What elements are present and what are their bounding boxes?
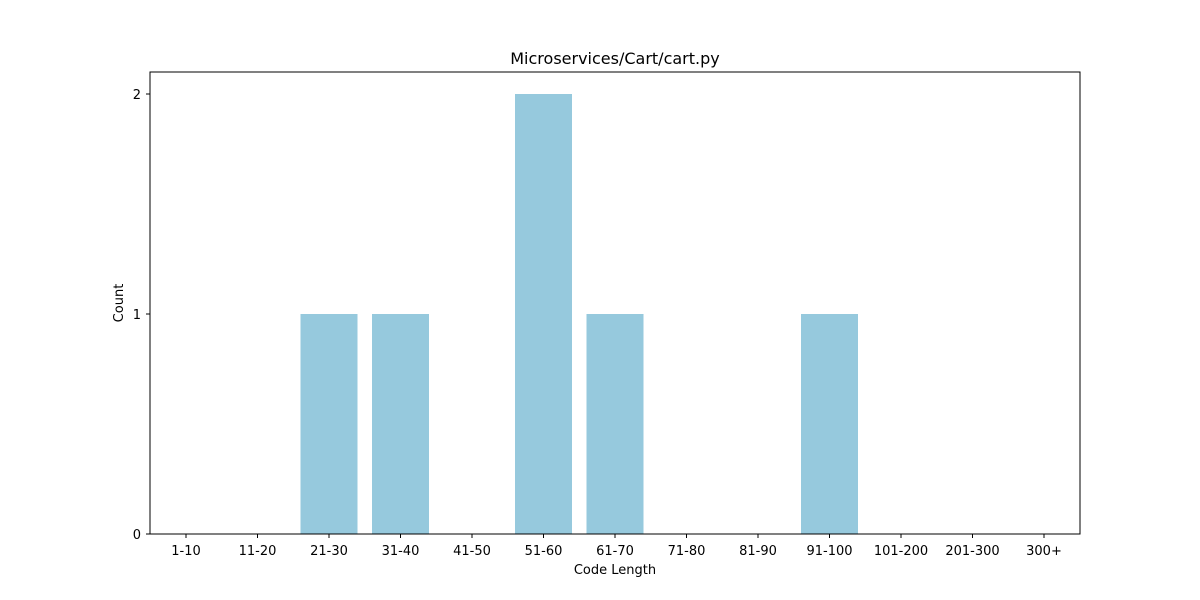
y-tick-label: 1 xyxy=(133,308,141,323)
x-tick-label: 21-30 xyxy=(310,544,348,559)
chart-title: Microservices/Cart/cart.py xyxy=(510,49,719,68)
y-tick-label: 2 xyxy=(133,88,141,103)
y-axis: 0 1 2 xyxy=(133,88,150,543)
x-axis-title: Code Length xyxy=(574,563,656,578)
x-tick-label: 31-40 xyxy=(382,544,420,559)
x-tick-label: 11-20 xyxy=(239,544,277,559)
y-tick-label: 0 xyxy=(133,528,141,543)
x-tick-label: 61-70 xyxy=(596,544,634,559)
y-axis-title: Count xyxy=(112,284,127,323)
x-tick-label: 91-100 xyxy=(806,544,852,559)
bar-51-60 xyxy=(515,94,572,534)
bars xyxy=(300,94,858,534)
x-tick-label: 101-200 xyxy=(874,544,928,559)
x-tick-label: 41-50 xyxy=(453,544,491,559)
x-tick-label: 300+ xyxy=(1026,544,1062,559)
x-tick-label: 201-300 xyxy=(945,544,999,559)
x-tick-label: 71-80 xyxy=(668,544,706,559)
x-tick-label: 81-90 xyxy=(739,544,777,559)
x-tick-label: 1-10 xyxy=(171,544,201,559)
x-axis: 1-10 11-20 21-30 31-40 41-50 51-60 61-70 71-80 8… xyxy=(171,534,1062,559)
bar-61-70 xyxy=(586,314,644,534)
x-tick-label: 51-60 xyxy=(525,544,563,559)
bar-91-100 xyxy=(801,314,858,534)
bar-31-40 xyxy=(372,314,429,534)
bar-21-30 xyxy=(300,314,358,534)
